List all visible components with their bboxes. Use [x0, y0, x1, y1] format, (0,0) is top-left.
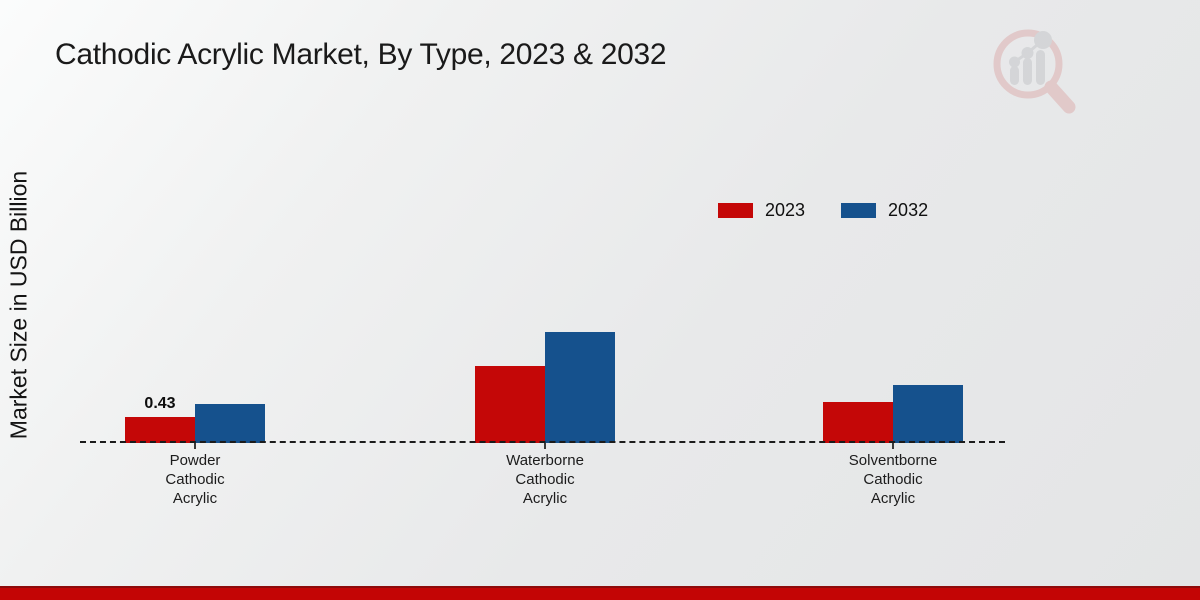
bar-2032-category-0 [195, 404, 265, 443]
bottom-accent-strip [0, 586, 1200, 600]
legend-swatch-icon [841, 203, 877, 218]
bar-2023-category-0 [125, 417, 195, 443]
chart-title: Cathodic Acrylic Market, By Type, 2023 &… [55, 38, 667, 71]
x-tick [892, 443, 894, 449]
x-category-label: Powder Cathodic Acrylic [165, 452, 225, 507]
zero-baseline [80, 441, 1005, 443]
magnifier-bar-chart-logo [993, 29, 1076, 114]
x-tick [544, 443, 546, 449]
bar-value-label: 0.43 [144, 395, 176, 412]
bar-2032-category-2 [893, 385, 963, 443]
legend-swatch-icon [718, 203, 753, 218]
legend-label: 2032 [888, 200, 929, 220]
legend-label: 2023 [765, 200, 806, 220]
bar-2023-category-2 [823, 402, 893, 443]
bar-2023-category-1 [475, 366, 545, 443]
magnifier-lens-icon [993, 29, 1063, 99]
logo-bars-icon [1009, 31, 1052, 85]
legend: 2023 2032 [718, 200, 928, 221]
legend-item-2032: 2032 [841, 200, 928, 221]
x-category-label: Solventborne Cathodic Acrylic [848, 452, 938, 507]
magnifier-handle-icon [1044, 80, 1076, 114]
x-tick [194, 443, 196, 449]
x-category-label: Waterborne Cathodic Acrylic [506, 452, 584, 507]
legend-item-2023: 2023 [718, 200, 805, 221]
bar-2032-category-1 [545, 332, 615, 443]
